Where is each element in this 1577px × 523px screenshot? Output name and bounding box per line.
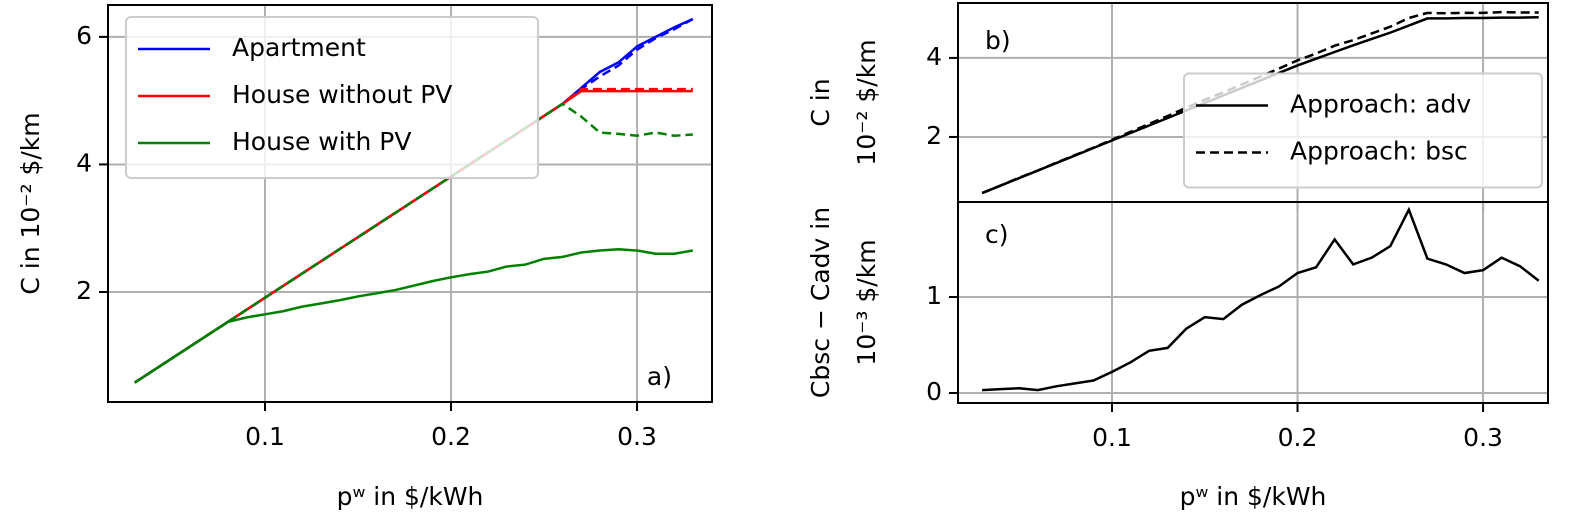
y-axis-label: C in 10⁻² $/km (16, 112, 45, 294)
legend-label: Approach: bsc (1290, 137, 1468, 166)
x-tick-label: 0.3 (1463, 423, 1503, 452)
data-line (134, 87, 693, 384)
panel-label: c) (985, 220, 1009, 249)
x-tick-label: 0.3 (617, 422, 657, 451)
x-axis-label: pʷ in $/kWh (337, 482, 484, 511)
legend-box (125, 16, 539, 179)
y-tick-label: 6 (76, 21, 92, 50)
y-axis-label: Cbsc − Cadv in (806, 207, 835, 398)
axes-frame (107, 4, 713, 403)
y-axis-label: C in (806, 78, 835, 126)
y-axis-label: 10⁻² $/km (852, 39, 881, 165)
legend-label: House without PV (232, 80, 452, 109)
axes-frame (957, 201, 1549, 404)
y-tick-label: 2 (926, 121, 942, 150)
y-tick-label: 2 (76, 276, 92, 305)
legend-label: Approach: adv (1290, 90, 1471, 119)
data-line (982, 206, 1540, 392)
y-tick-label: 4 (926, 42, 942, 71)
x-tick-label: 0.2 (431, 422, 471, 451)
legend-label: Apartment (232, 33, 366, 62)
x-tick-label: 0.1 (1092, 423, 1132, 452)
y-tick-label: 1 (926, 281, 942, 310)
legend-box (1183, 72, 1543, 189)
data-line (134, 248, 694, 384)
x-tick-label: 0.2 (1278, 423, 1318, 452)
panel-label: a) (647, 362, 672, 391)
legend-label: House with PV (232, 127, 411, 156)
panel-label: b) (985, 26, 1011, 55)
y-tick-label: 4 (76, 148, 92, 177)
y-tick-label: 0 (926, 377, 942, 406)
x-axis-label: pʷ in $/kWh (1180, 482, 1327, 511)
y-axis-label: 10⁻³ $/km (852, 239, 881, 365)
x-tick-label: 0.1 (245, 422, 285, 451)
